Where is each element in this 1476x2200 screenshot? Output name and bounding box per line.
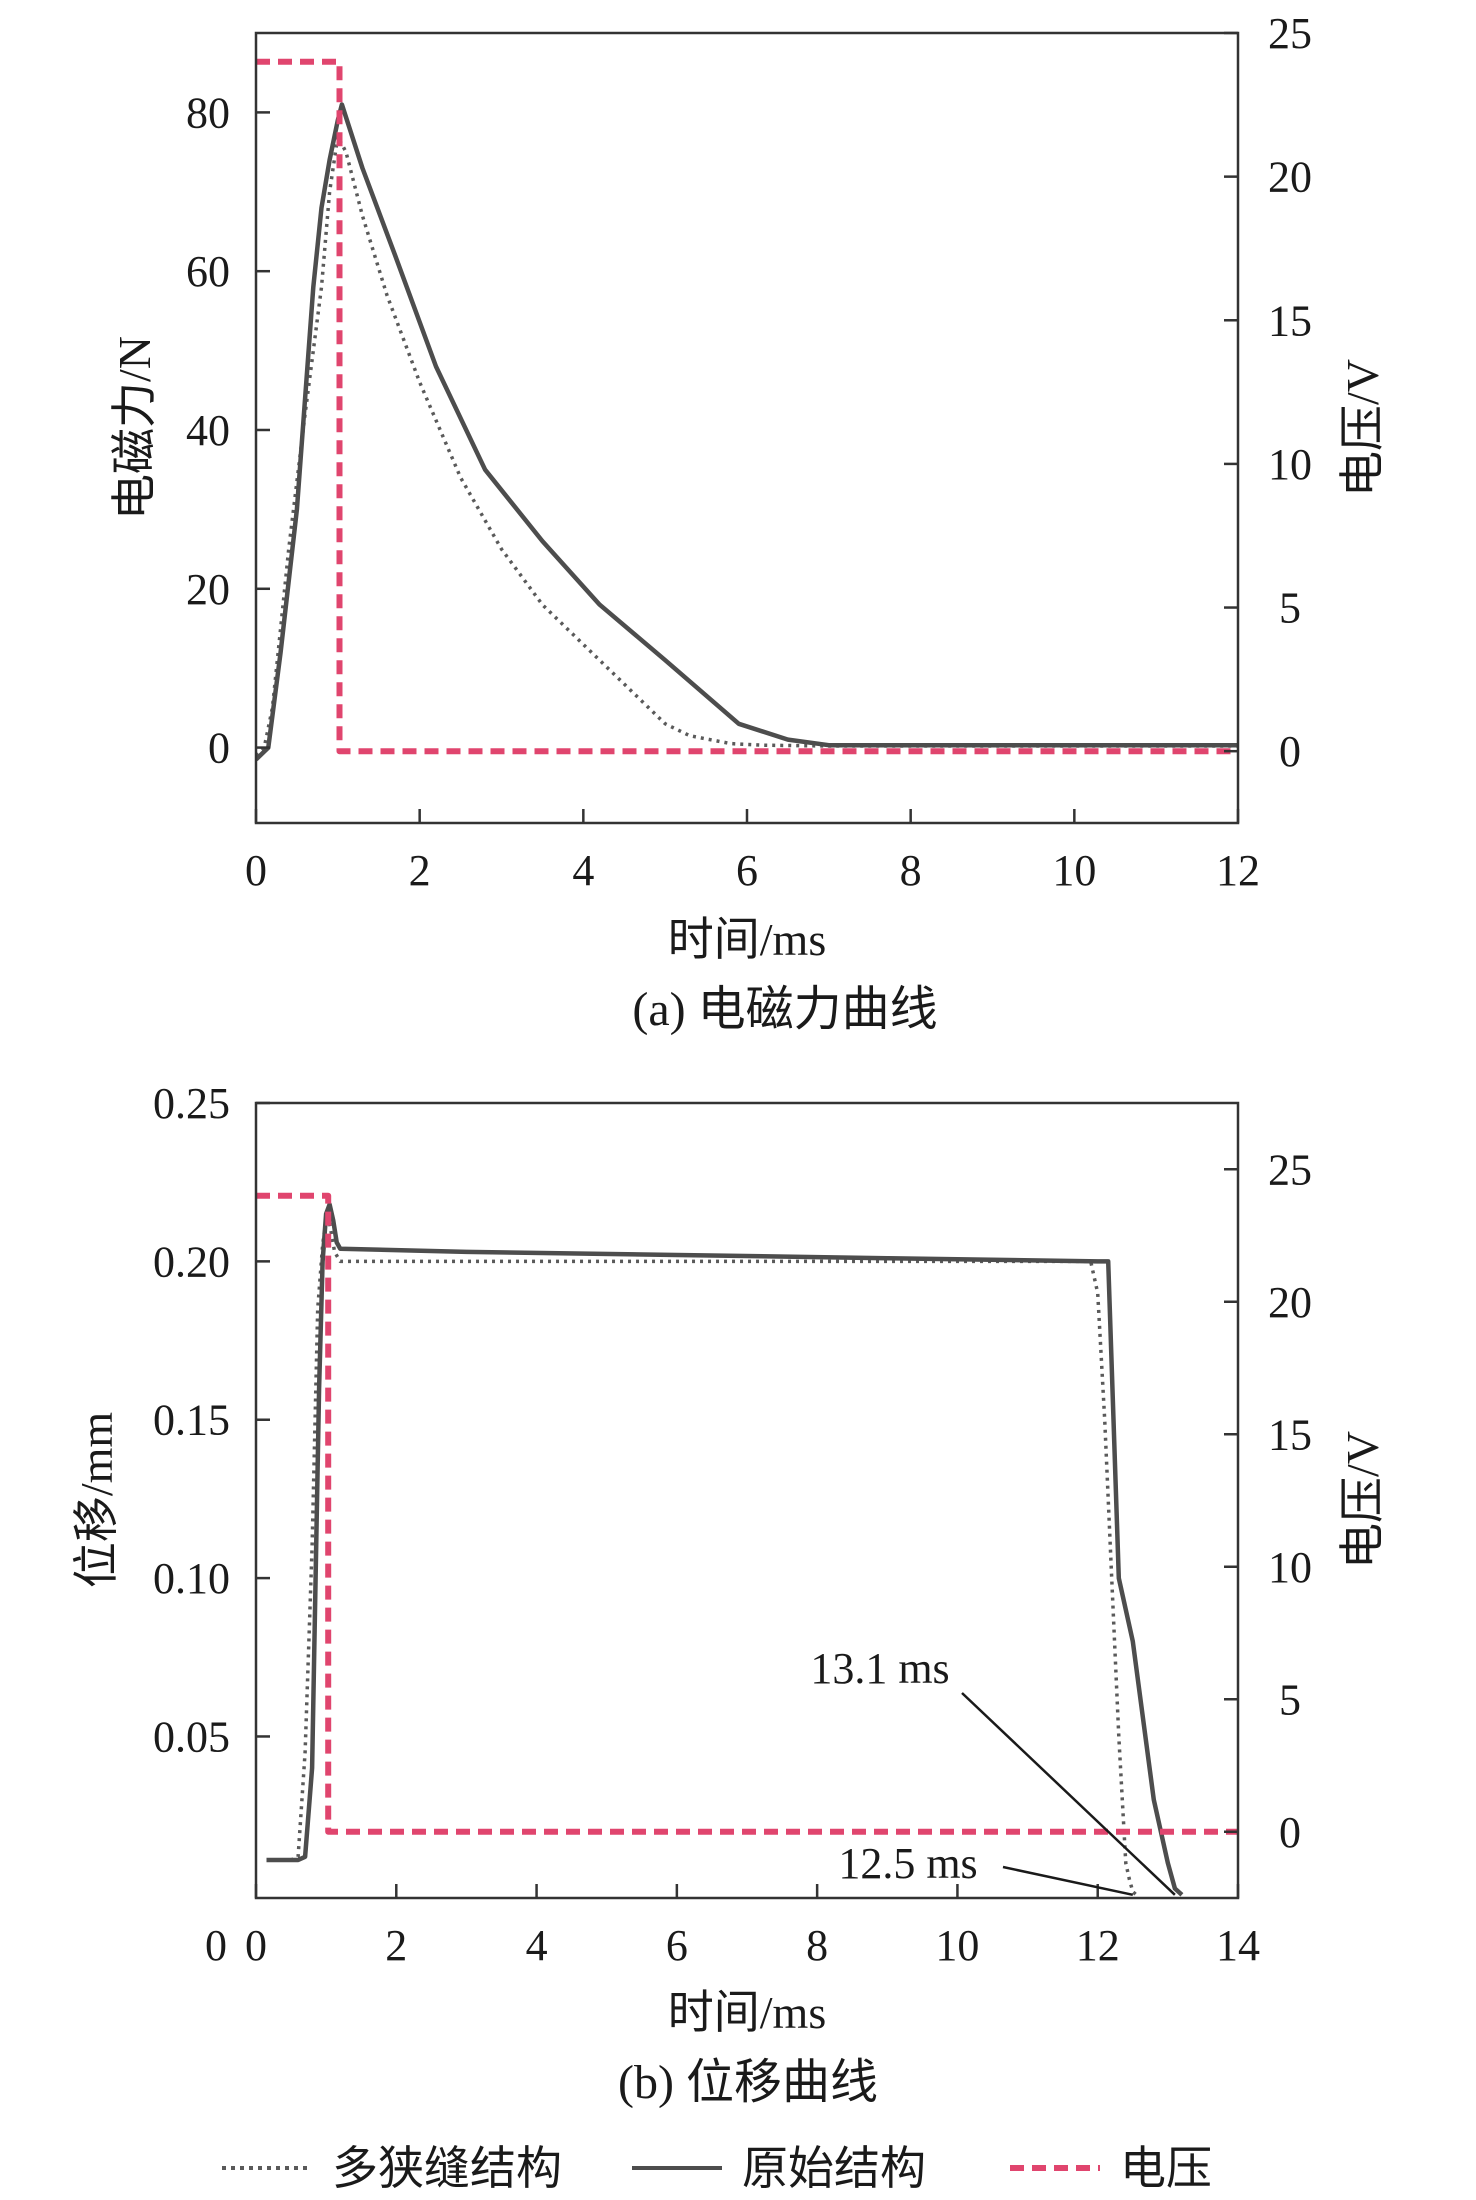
y2-tick-label: 0 (1279, 1808, 1301, 1857)
y2-axis-label: 电压/V (1337, 359, 1388, 497)
x-tick-label: 6 (736, 846, 758, 895)
annotation-label: 12.5 ms (838, 1839, 977, 1888)
y2-tick-label: 0 (1279, 727, 1301, 776)
y2-tick-label: 25 (1268, 9, 1312, 58)
y2-tick-label: 15 (1268, 1410, 1312, 1459)
y-tick-label: 0.05 (153, 1712, 230, 1761)
y2-tick-label: 10 (1268, 1543, 1312, 1592)
y-tick-label: 0.10 (153, 1554, 230, 1603)
series-group (256, 58, 1238, 762)
x-tick-label: 8 (900, 846, 922, 895)
y2-tick-label: 10 (1268, 440, 1312, 489)
legend-multi-label: 多狭缝结构 (332, 2143, 562, 2194)
legend-orig-label: 原始结构 (742, 2143, 926, 2194)
x-axis-label: 时间/ms (668, 914, 826, 965)
legend-volt-label: 电压 (1120, 2143, 1212, 2194)
x-tick-label: 14 (1216, 1921, 1260, 1970)
y-tick-label: 0.15 (153, 1396, 230, 1445)
x-tick-label: 12 (1076, 1921, 1120, 1970)
annotation-label: 13.1 ms (810, 1644, 949, 1693)
plot-frame (254, 1101, 1240, 1900)
y2-tick-label: 15 (1268, 296, 1312, 345)
y2-tick-label: 20 (1268, 1278, 1312, 1327)
x-tick-label: 2 (409, 846, 431, 895)
x-tick-label: 12 (1216, 846, 1260, 895)
legend: 多狭缝结构 原始结构 电压 (222, 2143, 1212, 2194)
y-tick-label: 40 (186, 406, 230, 455)
y-axis-label: 位移/mm (71, 1412, 122, 1589)
series-group (256, 1192, 1238, 1897)
y2-tick-label: 5 (1279, 584, 1301, 633)
chart-electromagnetic-force: 0 2 4 6 8 10 12 0 20 40 60 80 0 5 10 15 20 25 时间/ms 电磁力/N 电压… (109, 9, 1388, 965)
caption-a: (a) 电磁力曲线 (632, 983, 937, 1036)
series-line-orig (256, 102, 1238, 762)
x-tick-label: 8 (806, 1921, 828, 1970)
y-tick-label: 0.20 (153, 1237, 230, 1286)
y2-tick-label: 25 (1268, 1145, 1312, 1194)
x-tick-label: 6 (666, 1921, 688, 1970)
series-line-volt (256, 58, 1238, 755)
y-tick-label: 20 (186, 565, 230, 614)
y-axis-label: 电磁力/N (109, 336, 160, 520)
x-tick-label: 2 (385, 1921, 407, 1970)
y-tick-label: 0.25 (153, 1079, 230, 1128)
x-axis-label: 时间/ms (668, 1987, 826, 2038)
x-tick-label: 10 (1052, 846, 1096, 895)
series-line-volt (256, 1192, 1238, 1835)
x-tick-label: 0 (245, 1921, 267, 1970)
y-tick-label: 80 (186, 88, 230, 137)
x-tick-label: 4 (572, 846, 594, 895)
y2-axis-label: 电压/V (1337, 1431, 1388, 1569)
y-origin-label: 0 (205, 1921, 227, 1970)
plot-frame (254, 31, 1240, 825)
series-line-orig (266, 1202, 1184, 1897)
series-line-multi (266, 1215, 1138, 1897)
x-tick-label: 0 (245, 846, 267, 895)
y2-tick-label: 20 (1268, 153, 1312, 202)
y2-tick-label: 5 (1279, 1675, 1301, 1724)
chart-displacement: 0 2 4 6 8 10 12 14 0.05 0.10 0.15 0.20 0.25 0 5 10 15 20 2… (71, 1079, 1388, 2038)
x-tick-label: 10 (935, 1921, 979, 1970)
series-line-multi (256, 134, 1238, 757)
caption-b: (b) 位移曲线 (618, 2056, 878, 2109)
y-tick-label: 60 (186, 247, 230, 296)
x-tick-label: 4 (526, 1921, 548, 1970)
annotation-leader (961, 1692, 1176, 1896)
y-tick-label: 0 (208, 724, 230, 773)
annotation-leader (1002, 1865, 1134, 1897)
